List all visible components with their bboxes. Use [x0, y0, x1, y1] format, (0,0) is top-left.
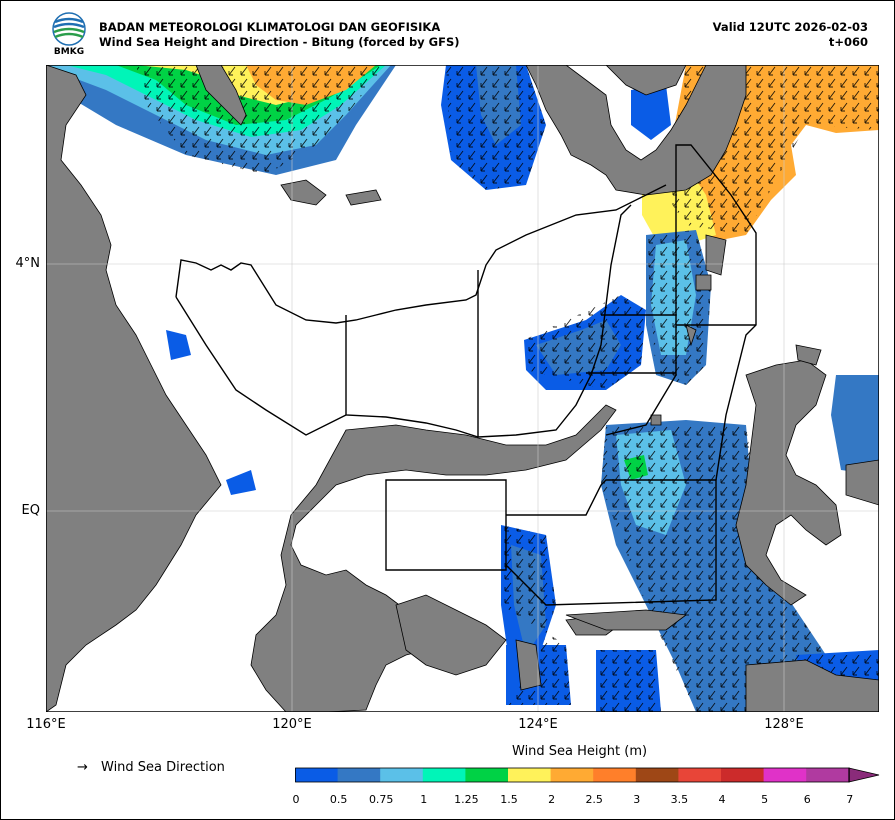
colorbar-tick-label: 4	[718, 793, 726, 806]
wave-height-field	[46, 65, 879, 712]
lon-label-116e: 116°E	[26, 717, 66, 732]
colorbar-tick-label: 7	[846, 793, 854, 806]
halmahera	[735, 359, 842, 606]
gridlines	[46, 65, 879, 712]
raja-ampat	[845, 459, 879, 506]
colorbar-segment	[337, 768, 381, 782]
logo-text: BMKG	[54, 47, 84, 56]
colorbar-segment	[763, 768, 807, 782]
lat-label-4n: 4°N	[15, 256, 41, 271]
colorbar-tick-label: 5	[761, 793, 769, 806]
colorbar-segment	[806, 768, 850, 782]
mindanao	[525, 65, 747, 196]
colorbar-segment	[422, 768, 466, 782]
colorbar-tick-label: 0	[292, 793, 300, 806]
lon-label-120e: 120°E	[272, 717, 312, 732]
morotai	[795, 344, 822, 366]
colorbar-tick-label: 2.5	[585, 793, 603, 806]
small-isle-2	[650, 414, 662, 426]
colorbar	[295, 767, 880, 783]
colorbar-segment	[678, 768, 722, 782]
colorbar-tick-label: 0.5	[329, 793, 348, 806]
palawan	[195, 65, 247, 126]
lead-time: t+060	[828, 35, 868, 49]
legend-arrow-icon: →	[77, 760, 88, 775]
small-isle-1	[695, 274, 712, 291]
colorbar-segment	[721, 768, 765, 782]
colorbar-tick-label: 6	[803, 793, 811, 806]
colorbar-tick-label: 1.5	[500, 793, 518, 806]
colorbar-segment	[550, 768, 594, 782]
forecast-regions	[175, 144, 757, 606]
colorbar-segment	[295, 768, 339, 782]
colorbar-tick-label: 1	[420, 793, 428, 806]
title-line-1: BADAN METEOROLOGI KLIMATOLOGI DAN GEOFIS…	[99, 20, 441, 34]
buton-muna	[515, 639, 542, 691]
colorbar-tick-label: 2	[548, 793, 556, 806]
colorbar-segment	[508, 768, 552, 782]
wave-map	[46, 65, 879, 712]
valid-time: Valid 12UTC 2026-02-03	[712, 20, 868, 34]
buru-seram	[745, 659, 879, 712]
land-masses	[46, 65, 879, 712]
colorbar-extend-arrow	[848, 767, 880, 783]
colorbar-border	[295, 767, 850, 783]
sula-islands	[565, 609, 688, 631]
colorbar-segment	[380, 768, 424, 782]
samar-leyte	[605, 65, 687, 96]
legend-direction-label: Wind Sea Direction	[101, 760, 225, 775]
colorbar-segment	[635, 768, 679, 782]
sulawesi-se-arm	[395, 594, 507, 676]
colorbar-title: Wind Sea Height (m)	[512, 744, 648, 759]
sulu-islands	[280, 179, 382, 206]
colorbar-tick-label: 3.5	[670, 793, 689, 806]
title-line-2: Wind Sea Height and Direction - Bitung (…	[99, 35, 460, 49]
colorbar-segment	[465, 768, 509, 782]
colorbar-tick-label: 0.75	[368, 793, 394, 806]
lon-label-124e: 124°E	[518, 717, 558, 732]
sangihe-islands	[685, 234, 727, 347]
colorbar-tick-label: 3	[633, 793, 641, 806]
lat-label-eq: EQ	[21, 503, 40, 518]
lon-label-128e: 128°E	[764, 717, 804, 732]
colorbar-tick-label: 1.25	[454, 793, 479, 806]
sulawesi	[250, 404, 617, 712]
bmkg-logo: BMKG	[52, 12, 86, 56]
colorbar-segment	[593, 768, 637, 782]
borneo	[46, 65, 222, 712]
